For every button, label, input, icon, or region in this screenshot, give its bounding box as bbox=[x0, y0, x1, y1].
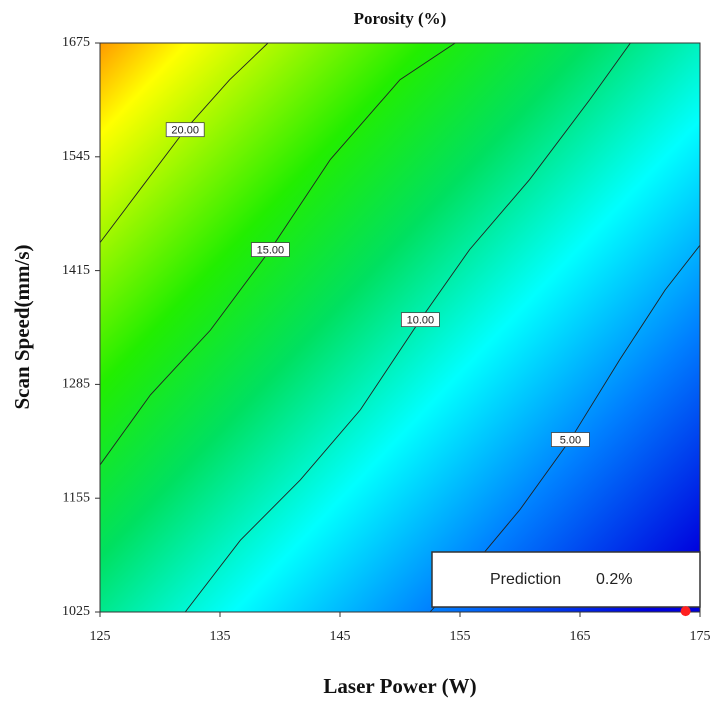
heatmap bbox=[100, 43, 700, 612]
chart-title: Porosity (%) bbox=[354, 9, 447, 28]
contour-label-box bbox=[400, 312, 440, 328]
prediction-value: 0.2% bbox=[596, 571, 632, 588]
x-tick-label: 155 bbox=[450, 629, 471, 644]
prediction-box bbox=[431, 551, 701, 608]
x-tick-label: 125 bbox=[90, 629, 111, 644]
y-tick-label: 1545 bbox=[62, 149, 90, 164]
y-axis-title: Scan Speed(mm/s) bbox=[10, 244, 34, 409]
x-tick-label: 135 bbox=[210, 629, 231, 644]
y-tick-label: 1025 bbox=[62, 604, 90, 619]
contour-label-box bbox=[551, 432, 590, 447]
x-tick-label: 175 bbox=[690, 629, 711, 644]
contour-label: 10.00 bbox=[407, 315, 435, 327]
contour-label: 20.00 bbox=[171, 125, 199, 137]
y-tick-label: 1285 bbox=[62, 377, 90, 392]
x-tick-label: 145 bbox=[330, 629, 351, 644]
y-tick-label: 1675 bbox=[62, 35, 90, 50]
contour-label-box bbox=[250, 242, 290, 257]
contour-label: 15.00 bbox=[257, 244, 285, 256]
prediction-point bbox=[680, 606, 691, 617]
x-axis-title: Laser Power (W) bbox=[323, 674, 476, 698]
y-tick-label: 1415 bbox=[62, 263, 90, 278]
contour-label-box bbox=[165, 122, 205, 138]
plot-frame bbox=[99, 42, 701, 613]
prediction-label: Prediction bbox=[490, 571, 561, 588]
x-tick-label: 165 bbox=[570, 629, 591, 644]
contour-label: 5.00 bbox=[560, 434, 581, 446]
y-tick-label: 1155 bbox=[63, 490, 90, 505]
